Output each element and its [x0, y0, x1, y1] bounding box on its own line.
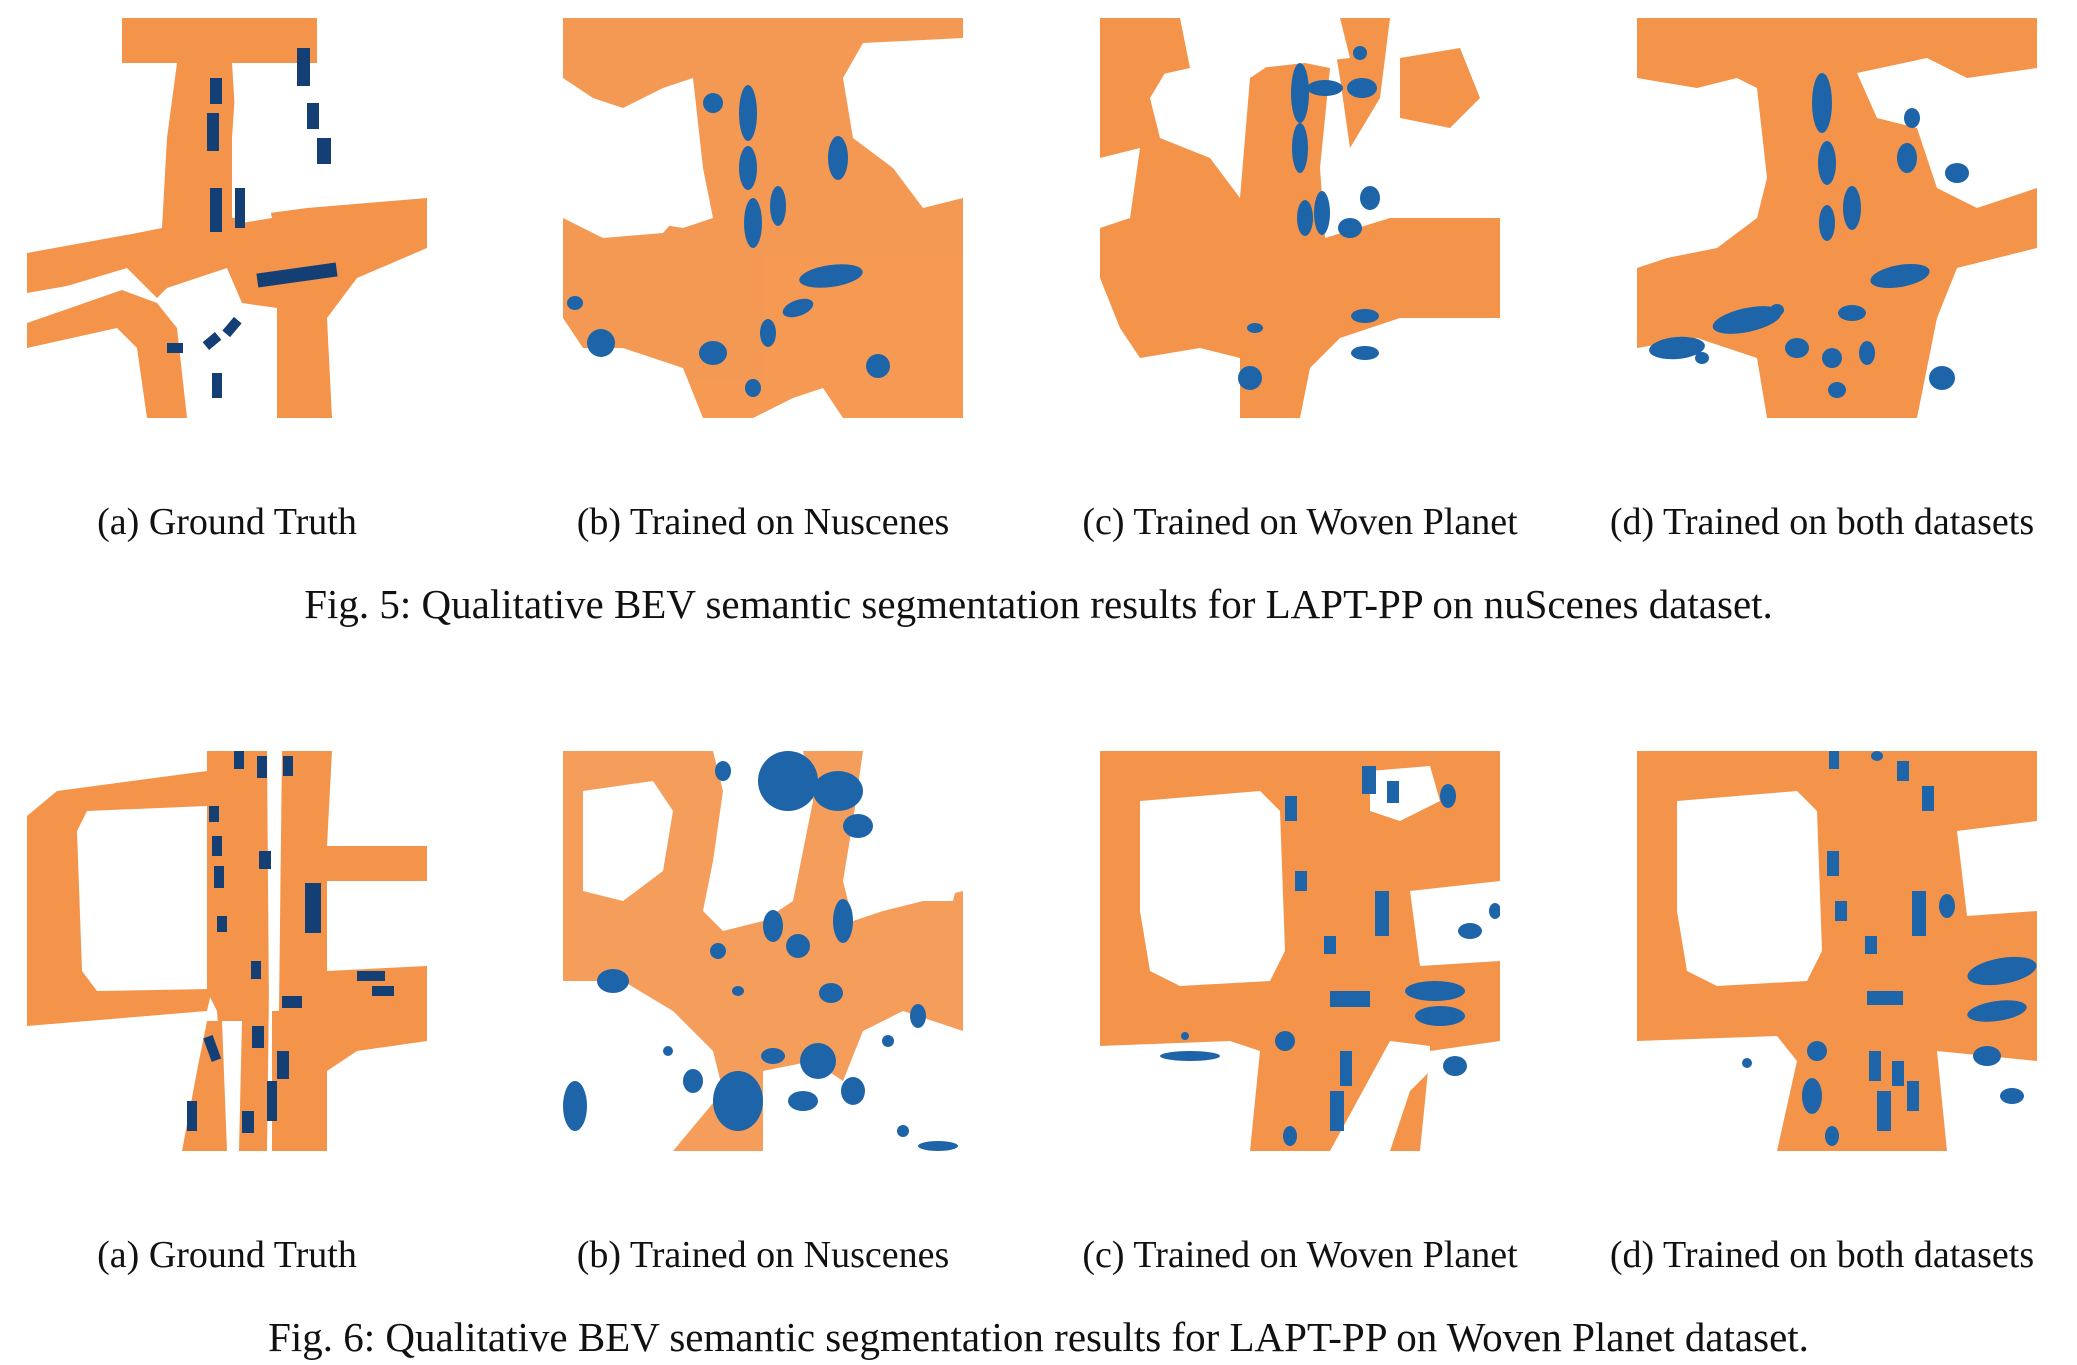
bev-prediction-both-datasets-image [1637, 751, 2037, 1151]
subfigure-label-d: (d) Trained on both datasets [1609, 501, 2035, 543]
subfigure-label-b: (b) Trained on Nuscenes [576, 501, 950, 543]
subfigure-label-c: (c) Trained on Woven Planet [1082, 501, 1518, 543]
bev-ground-truth-image [27, 18, 427, 418]
figure-caption: Fig. 5: Qualitative BEV semantic segment… [304, 581, 1773, 627]
subfigure-label-b: (b) Trained on Nuscenes [576, 1234, 950, 1276]
bev-prediction-woven-planet-image [1100, 18, 1500, 418]
bev-prediction-nuscenes-image [563, 751, 963, 1151]
bev-prediction-woven-planet-image [1100, 751, 1500, 1151]
subfigure-label-d: (d) Trained on both datasets [1609, 1234, 2035, 1276]
subfigure-label-a: (a) Ground Truth [97, 1234, 357, 1276]
bev-ground-truth-image [27, 751, 427, 1151]
bev-prediction-both-datasets-image [1637, 18, 2037, 418]
subfigure-label-a: (a) Ground Truth [97, 501, 357, 543]
bev-prediction-nuscenes-image [563, 18, 963, 418]
subfigure-label-c: (c) Trained on Woven Planet [1082, 1234, 1518, 1276]
figure-caption: Fig. 6: Qualitative BEV semantic segment… [268, 1314, 1809, 1360]
